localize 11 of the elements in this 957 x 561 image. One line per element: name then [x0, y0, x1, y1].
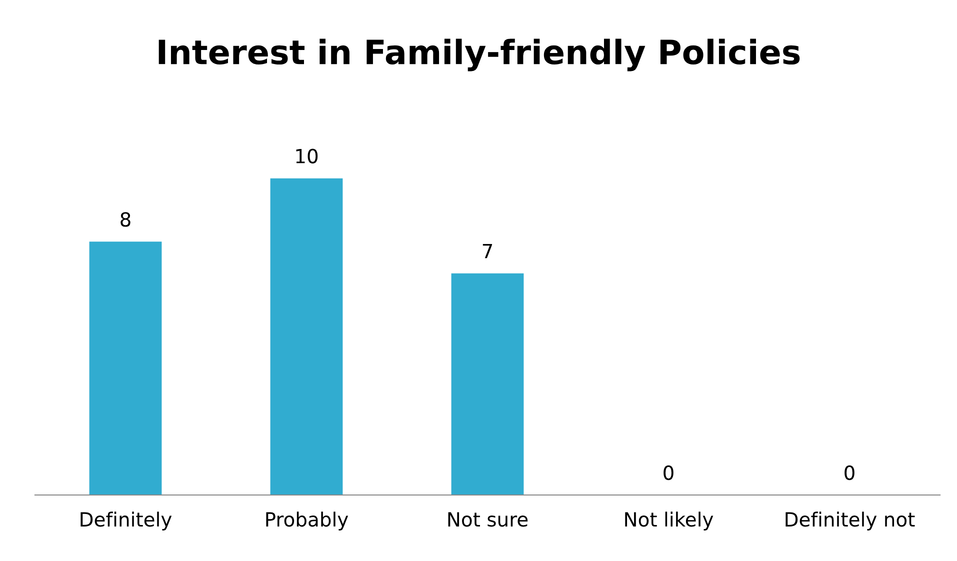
x-tick-label: Not sure: [448, 512, 528, 527]
data-label: 10: [296, 148, 318, 164]
data-label: 0: [844, 465, 854, 480]
chart-title: Interest in Family-friendly Policies: [158, 38, 800, 72]
x-tick-label: Definitely: [80, 512, 172, 530]
x-tick-label: Definitely not: [786, 512, 915, 530]
x-tick-label: Not likely: [625, 512, 714, 530]
data-label: 8: [120, 212, 130, 227]
data-label: 7: [482, 244, 492, 258]
x-tick-label: Probably: [266, 512, 348, 530]
data-label: 0: [664, 465, 674, 480]
